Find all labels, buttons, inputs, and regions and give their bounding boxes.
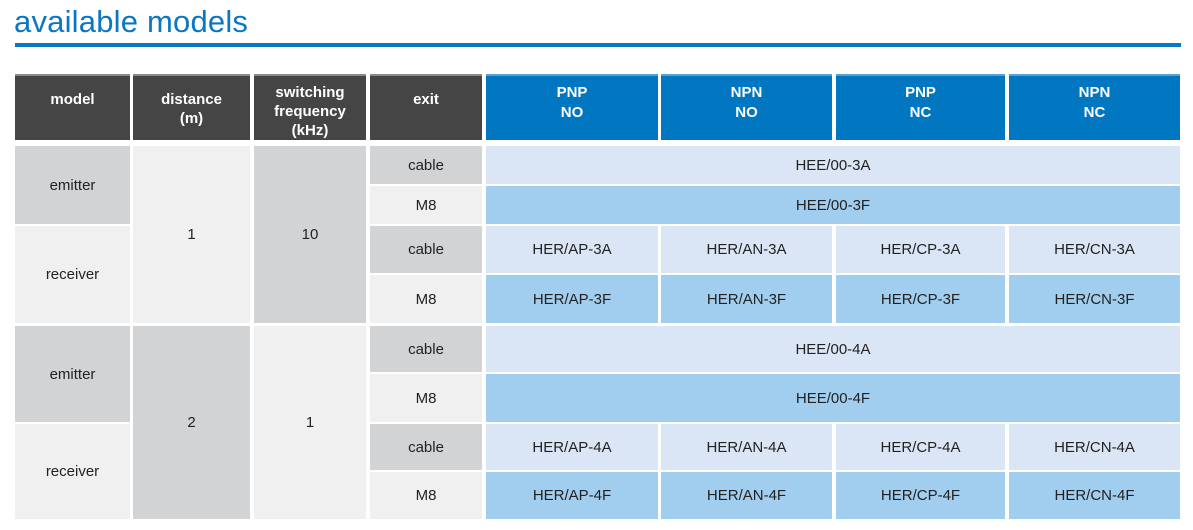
model-code: HEE/00-3F xyxy=(486,186,1180,224)
header-output-line: NC xyxy=(1083,104,1106,121)
exit-m8: M8 xyxy=(370,275,482,323)
exit-m8: M8 xyxy=(370,186,482,224)
header-frequency: switching frequency (kHz) xyxy=(254,74,366,140)
header-exit-label: exit xyxy=(413,91,439,108)
title-underline xyxy=(15,43,1181,47)
header-output-3: NPN NC xyxy=(1009,74,1180,140)
header-output-0: PNP NO xyxy=(486,74,658,140)
model-code: HEE/00-4A xyxy=(486,326,1180,372)
header-frequency-line1: switching xyxy=(275,84,345,101)
header-output-line: NC xyxy=(909,104,932,121)
exit-cable: cable xyxy=(370,424,482,470)
model-emitter: emitter xyxy=(15,146,130,224)
header-output-line: NPN xyxy=(1078,84,1111,101)
header-output-line: PNP xyxy=(556,84,588,101)
model-code: HER/CN-4F xyxy=(1009,472,1180,519)
model-code: HER/CN-3A xyxy=(1009,226,1180,273)
model-code: HER/CN-3F xyxy=(1009,275,1180,323)
header-output-line: PNP xyxy=(905,84,936,101)
header-output-1: NPN NO xyxy=(661,74,832,140)
exit-m8: M8 xyxy=(370,374,482,422)
model-code: HER/AP-4F xyxy=(486,472,658,519)
model-code: HER/CP-4A xyxy=(836,424,1005,470)
header-exit: exit xyxy=(370,74,482,140)
header-output-line: NO xyxy=(735,104,758,121)
frequency-value: 1 xyxy=(254,326,366,519)
model-code: HER/CP-4F xyxy=(836,472,1005,519)
model-code: HER/AN-4F xyxy=(661,472,832,519)
model-code: HER/AN-3A xyxy=(661,226,832,273)
model-receiver: receiver xyxy=(15,226,130,323)
header-output-line: NO xyxy=(560,104,584,121)
model-code: HER/AP-3F xyxy=(486,275,658,323)
model-code: HER/AN-4A xyxy=(661,424,832,470)
model-code: HEE/00-3A xyxy=(486,146,1180,184)
distance-value: 1 xyxy=(133,146,250,323)
header-model-label: model xyxy=(50,91,95,108)
model-code: HER/CP-3A xyxy=(836,226,1005,273)
header-model: model xyxy=(15,74,130,140)
page-title: available models xyxy=(14,4,249,39)
exit-m8: M8 xyxy=(370,472,482,519)
header-distance-label: distance xyxy=(161,91,222,108)
exit-cable: cable xyxy=(370,146,482,184)
header-distance: distance (m) xyxy=(133,74,250,140)
header-output-2: PNP NC xyxy=(836,74,1005,140)
header-frequency-unit: (kHz) xyxy=(291,122,329,139)
model-code: HER/AP-3A xyxy=(486,226,658,273)
exit-cable: cable xyxy=(370,326,482,372)
header-distance-unit: (m) xyxy=(179,110,204,127)
model-receiver: receiver xyxy=(15,424,130,519)
model-code: HER/CP-3F xyxy=(836,275,1005,323)
model-code: HER/AN-3F xyxy=(661,275,832,323)
model-emitter: emitter xyxy=(15,326,130,422)
header-output-line: NPN xyxy=(730,84,763,101)
model-code: HER/CN-4A xyxy=(1009,424,1180,470)
model-code: HEE/00-4F xyxy=(486,374,1180,422)
distance-value: 2 xyxy=(133,326,250,519)
frequency-value: 10 xyxy=(254,146,366,323)
header-frequency-line2: frequency xyxy=(274,103,346,120)
model-code: HER/AP-4A xyxy=(486,424,658,470)
exit-cable: cable xyxy=(370,226,482,273)
